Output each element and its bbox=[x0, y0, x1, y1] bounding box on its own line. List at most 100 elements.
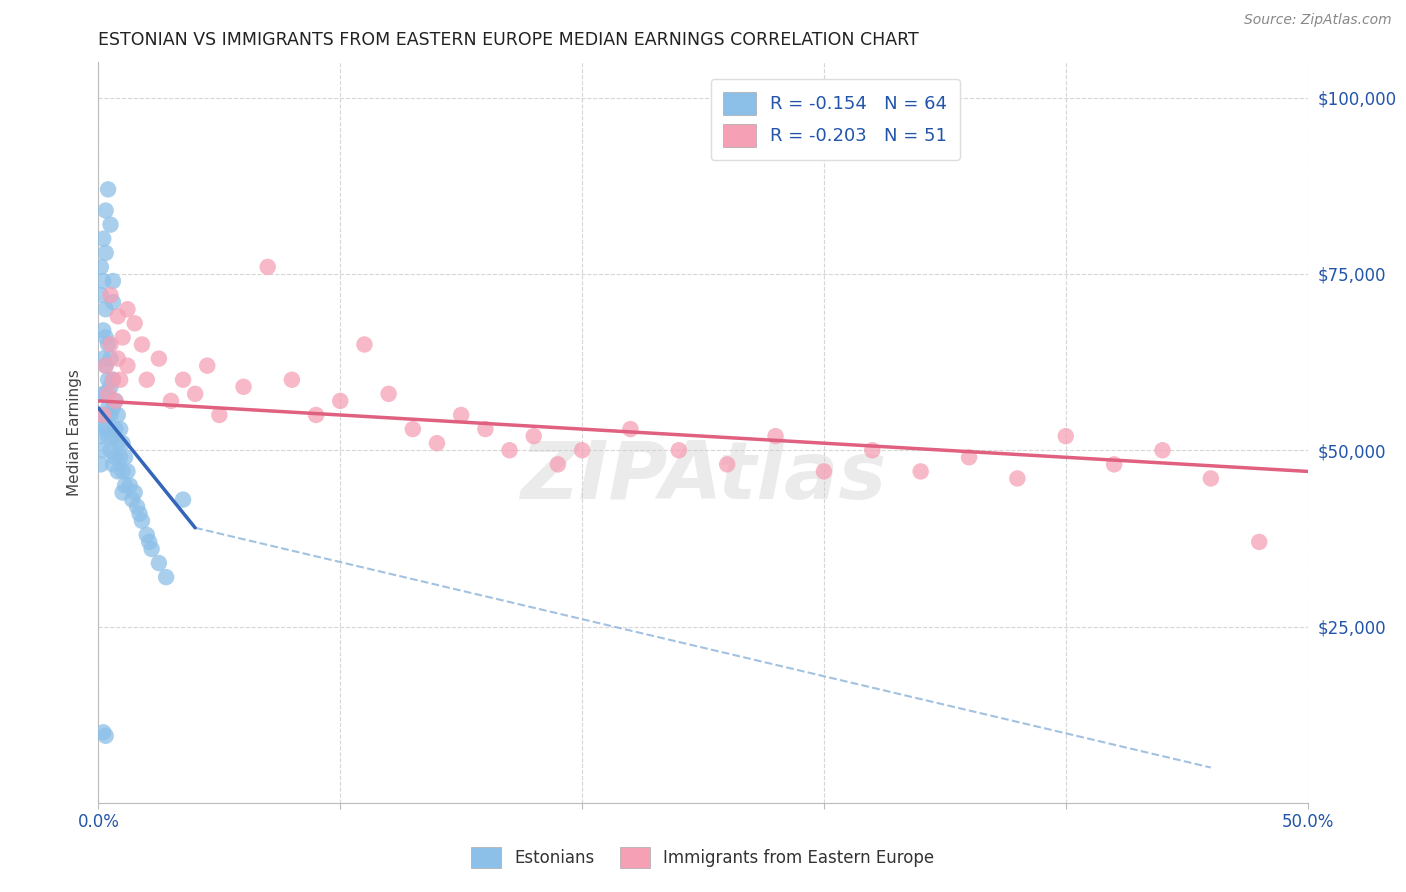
Point bbox=[90, 408, 112, 422]
Point bbox=[94, 203, 117, 218]
Point bbox=[108, 373, 131, 387]
Point bbox=[1054, 429, 1077, 443]
Point bbox=[97, 337, 120, 351]
Point bbox=[281, 373, 304, 387]
Point bbox=[100, 351, 122, 366]
Point bbox=[450, 408, 472, 422]
Point bbox=[135, 373, 157, 387]
Point bbox=[104, 422, 127, 436]
Point bbox=[100, 443, 122, 458]
Point bbox=[107, 408, 129, 422]
Point bbox=[94, 387, 117, 401]
Point bbox=[111, 464, 134, 478]
Point bbox=[172, 373, 194, 387]
Point bbox=[97, 387, 120, 401]
Point bbox=[94, 359, 117, 373]
Point bbox=[90, 429, 112, 443]
Point bbox=[97, 429, 120, 443]
Point bbox=[94, 330, 117, 344]
Point bbox=[124, 316, 146, 330]
Point bbox=[107, 436, 129, 450]
Point bbox=[97, 373, 120, 387]
Text: ESTONIAN VS IMMIGRANTS FROM EASTERN EUROPE MEDIAN EARNINGS CORRELATION CHART: ESTONIAN VS IMMIGRANTS FROM EASTERN EURO… bbox=[98, 31, 920, 49]
Legend: Estonians, Immigrants from Eastern Europe: Estonians, Immigrants from Eastern Europ… bbox=[465, 840, 941, 875]
Point bbox=[114, 478, 136, 492]
Point bbox=[100, 408, 122, 422]
Point bbox=[94, 302, 117, 317]
Point bbox=[101, 373, 124, 387]
Point bbox=[184, 387, 207, 401]
Point bbox=[108, 422, 131, 436]
Point bbox=[107, 464, 129, 478]
Point bbox=[208, 408, 231, 422]
Point bbox=[813, 464, 835, 478]
Point bbox=[353, 337, 375, 351]
Point bbox=[256, 260, 278, 274]
Point bbox=[1249, 535, 1271, 549]
Point bbox=[101, 295, 124, 310]
Point bbox=[402, 422, 425, 436]
Point bbox=[101, 458, 124, 472]
Point bbox=[124, 485, 146, 500]
Point bbox=[91, 351, 114, 366]
Point bbox=[111, 485, 134, 500]
Point bbox=[232, 380, 254, 394]
Point bbox=[94, 359, 117, 373]
Point bbox=[329, 393, 352, 408]
Point bbox=[128, 507, 150, 521]
Point bbox=[114, 450, 136, 465]
Point bbox=[90, 458, 112, 472]
Point bbox=[117, 359, 139, 373]
Point bbox=[91, 408, 114, 422]
Point bbox=[305, 408, 328, 422]
Legend: R = -0.154   N = 64, R = -0.203   N = 51: R = -0.154 N = 64, R = -0.203 N = 51 bbox=[711, 78, 960, 160]
Point bbox=[148, 556, 170, 570]
Point bbox=[765, 429, 787, 443]
Point bbox=[860, 443, 883, 458]
Point bbox=[97, 182, 120, 196]
Point bbox=[118, 478, 141, 492]
Y-axis label: Median Earnings: Median Earnings bbox=[66, 369, 82, 496]
Text: ZIPAtlas: ZIPAtlas bbox=[520, 438, 886, 516]
Point bbox=[100, 218, 122, 232]
Point bbox=[131, 514, 153, 528]
Point bbox=[127, 500, 149, 514]
Point bbox=[474, 422, 496, 436]
Point bbox=[111, 330, 134, 344]
Point bbox=[91, 443, 114, 458]
Point bbox=[97, 401, 120, 415]
Point bbox=[91, 323, 114, 337]
Point bbox=[716, 458, 738, 472]
Point bbox=[377, 387, 399, 401]
Point bbox=[138, 535, 160, 549]
Point bbox=[1007, 471, 1029, 485]
Point bbox=[94, 422, 117, 436]
Point bbox=[100, 337, 122, 351]
Point bbox=[108, 450, 131, 465]
Point bbox=[571, 443, 593, 458]
Point bbox=[100, 380, 122, 394]
Point bbox=[90, 288, 112, 302]
Point bbox=[1102, 458, 1125, 472]
Point bbox=[91, 387, 114, 401]
Point bbox=[957, 450, 980, 465]
Point bbox=[160, 393, 183, 408]
Text: Source: ZipAtlas.com: Source: ZipAtlas.com bbox=[1244, 13, 1392, 28]
Point bbox=[101, 401, 124, 415]
Point bbox=[97, 408, 120, 422]
Point bbox=[107, 351, 129, 366]
Point bbox=[91, 274, 114, 288]
Point bbox=[1152, 443, 1174, 458]
Point bbox=[141, 541, 163, 556]
Point bbox=[547, 458, 569, 472]
Point bbox=[426, 436, 449, 450]
Point bbox=[111, 436, 134, 450]
Point bbox=[121, 492, 143, 507]
Point bbox=[668, 443, 690, 458]
Point bbox=[104, 393, 127, 408]
Point bbox=[172, 492, 194, 507]
Point bbox=[117, 302, 139, 317]
Point bbox=[155, 570, 177, 584]
Point bbox=[101, 429, 124, 443]
Point bbox=[1199, 471, 1222, 485]
